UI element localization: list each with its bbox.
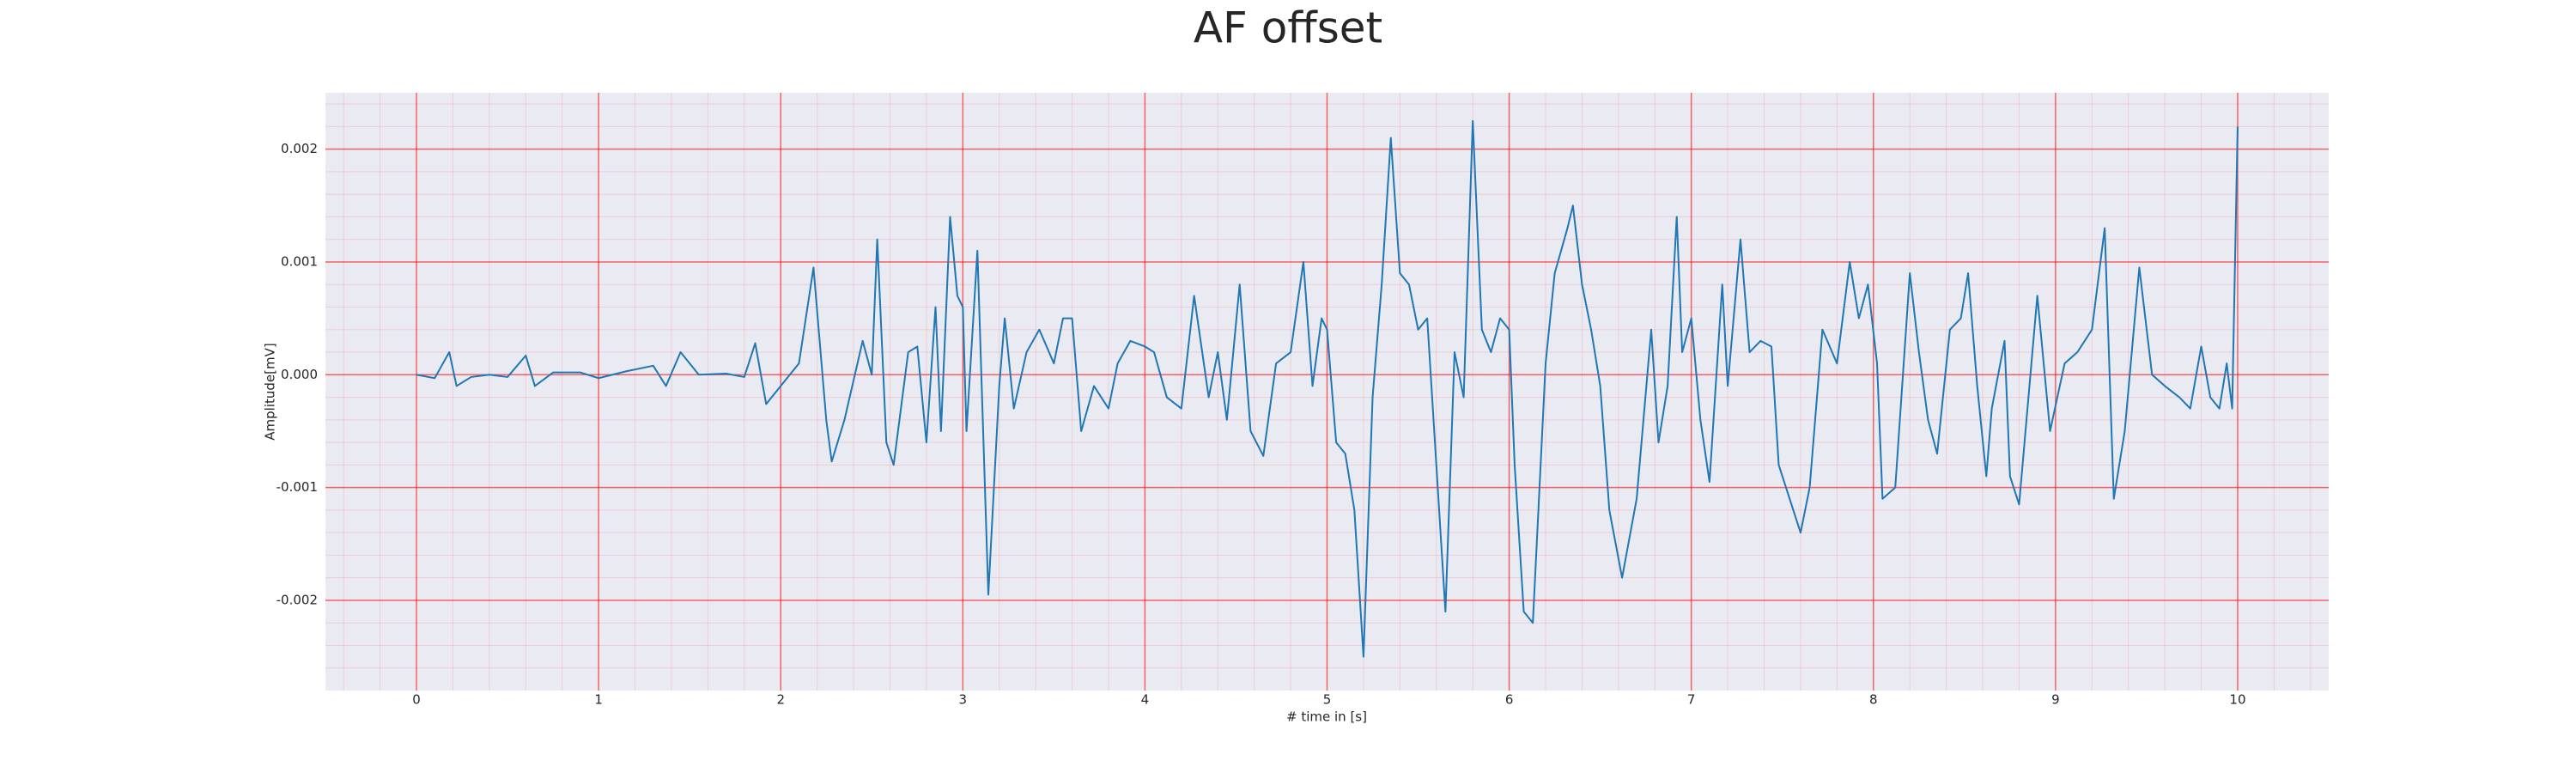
x-tick-label: 3 [959,692,968,708]
x-axis-label: # time in [s] [1286,709,1367,725]
x-tick-label: 6 [1505,692,1514,708]
x-tick-label: 0 [412,692,421,708]
x-tick-label: 10 [2229,692,2245,708]
y-tick-label: 0.000 [281,367,318,382]
y-tick-label: 0.002 [281,141,318,156]
x-tick-label: 1 [594,692,603,708]
data-line [416,119,2239,658]
x-tick-label: 5 [1323,692,1332,708]
y-tick-label: -0.001 [276,479,318,495]
x-tick-label: 8 [1869,692,1878,708]
y-tick-label: -0.002 [276,592,318,607]
chart-title: AF offset [1194,3,1382,53]
x-tick-label: 7 [1687,692,1696,708]
x-tick-label: 4 [1141,692,1150,708]
x-tick-label: 9 [2051,692,2060,708]
y-tick-label: 0.001 [281,253,318,269]
y-axis-label: Amplitude[mV] [263,343,278,440]
x-tick-label: 2 [776,692,785,708]
